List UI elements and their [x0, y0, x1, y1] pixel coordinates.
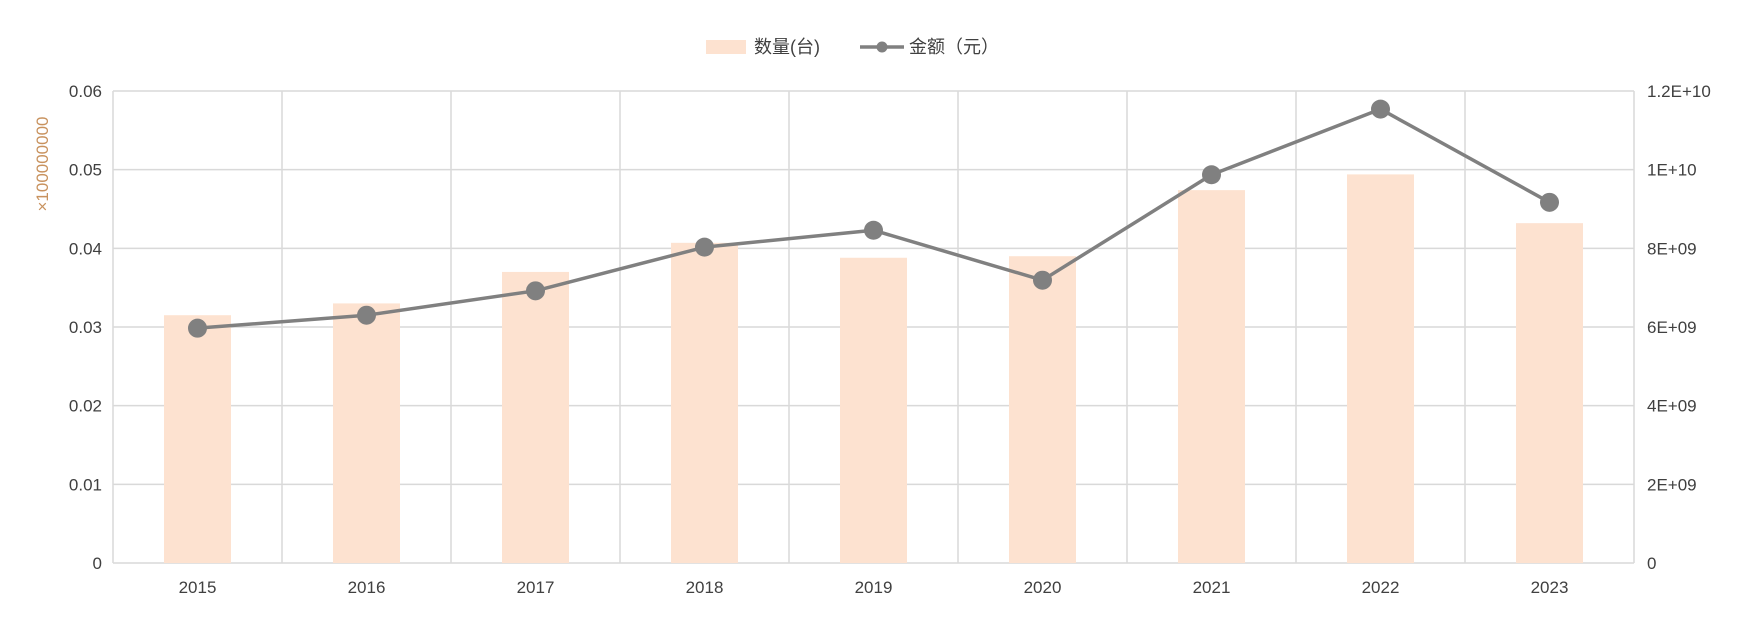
bar-series [164, 174, 1583, 564]
legend-swatch-marker [876, 41, 888, 53]
x-tick-label: 2018 [686, 578, 724, 597]
line-point [357, 305, 376, 325]
right-tick-label: 2E+09 [1647, 475, 1697, 494]
line-point [188, 318, 207, 338]
x-tick-label: 2021 [1193, 578, 1231, 597]
x-tick-label: 2017 [517, 578, 555, 597]
bar [1347, 174, 1414, 564]
line-point [1202, 165, 1221, 185]
axes: 0 0.01 0.02 0.03 0.04 0.05 0.06 0 2E+09 4E+09 6E+0… [33, 82, 1711, 597]
left-tick-label: 0.01 [69, 475, 102, 494]
left-axis-unit-label: ×100000000 [33, 116, 52, 211]
line-point [864, 220, 883, 240]
legend-swatch-bar [706, 40, 746, 54]
bar [164, 315, 231, 563]
line-point [526, 281, 545, 301]
x-tick-label: 2019 [855, 578, 893, 597]
left-tick-label: 0.04 [69, 239, 102, 258]
left-tick-label: 0.06 [69, 82, 102, 101]
line-point [1540, 192, 1559, 212]
x-tick-label: 2023 [1531, 578, 1569, 597]
left-tick-label: 0.03 [69, 318, 102, 337]
line-point [1033, 270, 1052, 290]
left-tick-label: 0.02 [69, 397, 102, 416]
bar [1009, 256, 1076, 563]
right-tick-label: 1E+10 [1647, 161, 1697, 180]
x-tick-label: 2015 [179, 578, 217, 597]
bar [671, 242, 738, 563]
left-tick-label: 0.05 [69, 161, 102, 180]
left-tick-label: 0 [93, 554, 102, 573]
right-tick-label: 6E+09 [1647, 318, 1697, 337]
right-tick-label: 4E+09 [1647, 397, 1697, 416]
bar [502, 271, 569, 563]
legend-label-line: 金额（元） [909, 37, 999, 57]
bar [333, 303, 400, 563]
line-point [1371, 99, 1390, 119]
legend-label-bar: 数量(台) [754, 37, 820, 57]
right-tick-label: 1.2E+10 [1647, 82, 1711, 101]
bar [1178, 190, 1245, 563]
right-tick-label: 0 [1647, 554, 1656, 573]
line-series [188, 99, 1559, 338]
bar [1516, 223, 1583, 563]
x-tick-label: 2022 [1362, 578, 1400, 597]
x-tick-label: 2016 [348, 578, 386, 597]
right-tick-label: 8E+09 [1647, 239, 1697, 258]
bar [840, 257, 907, 563]
x-tick-label: 2020 [1024, 578, 1062, 597]
line-point [695, 237, 714, 257]
legend: 数量(台) 金额（元） [706, 37, 999, 57]
